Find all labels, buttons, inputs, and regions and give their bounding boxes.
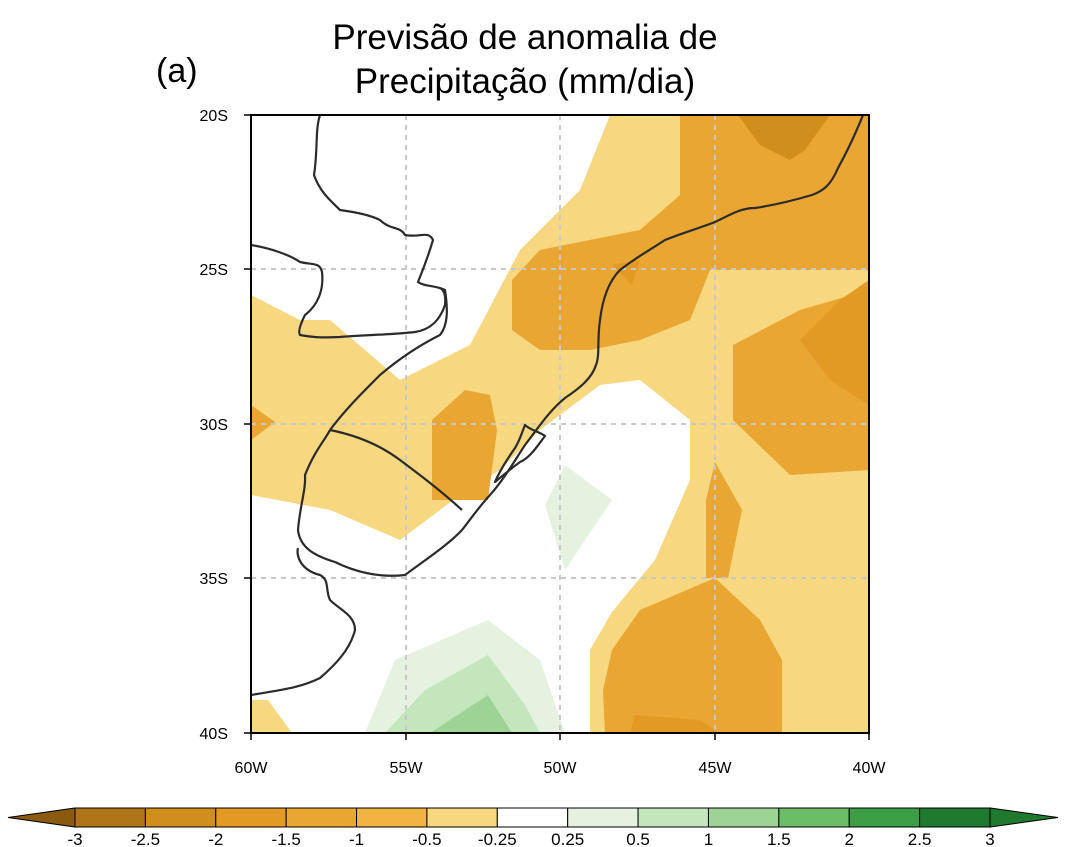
x-tick-labels: 60W 55W 50W 45W 40W: [235, 760, 887, 777]
colorbar-label: 1.5: [767, 830, 791, 847]
title-line-1: Previsão de anomalia de: [332, 18, 718, 57]
colorbar-arrow-right: [989, 807, 1059, 828]
x-tick-label: 50W: [544, 760, 578, 777]
colorbar-segment: [707, 807, 780, 828]
contour-dark-orange: [612, 260, 869, 733]
colorbar-label: -0.25: [478, 830, 517, 847]
y-tick-label: 20S: [200, 108, 228, 125]
colorbar-segment: [285, 807, 358, 828]
colorbar-label: 2: [844, 830, 853, 847]
colorbar-label: -3: [67, 830, 82, 847]
contour-deepest-orange: [738, 115, 830, 160]
contour-medium-orange: [251, 115, 869, 733]
map-plot-area: [251, 115, 869, 733]
colorbar: -3 -2.5 -2 -1.5 -1 -0.5 -0.25 0.25 0.5 1 1.5 2 2.5 3: [7, 807, 1059, 847]
colorbar-segment: [356, 807, 428, 828]
colorbar-label: 0.25: [551, 830, 584, 847]
colorbar-segment: [848, 807, 921, 828]
colorbar-segment: [778, 807, 850, 828]
colorbar-label: 2.5: [908, 830, 932, 847]
x-tick-label: 40W: [853, 760, 887, 777]
colorbar-label: 3: [985, 830, 994, 847]
colorbar-segment: [74, 807, 146, 828]
colorbar-segment: [426, 807, 498, 828]
colorbar-arrow-left: [7, 807, 76, 828]
colorbar-label: -2: [208, 830, 223, 847]
map-title: Previsão de anomalia de Precipitação (mm…: [250, 16, 800, 104]
colorbar-segment: [919, 807, 991, 828]
x-tick-label: 60W: [235, 760, 269, 777]
colorbar-label: -2.5: [131, 830, 160, 847]
y-tick-label: 35S: [200, 571, 228, 588]
colorbar-label: 0.5: [626, 830, 650, 847]
colorbar-segment: [215, 807, 287, 828]
x-tick-label: 45W: [699, 760, 733, 777]
x-tick-label: 55W: [390, 760, 424, 777]
colorbar-label: 1: [704, 830, 713, 847]
colorbar-segment: [496, 807, 569, 828]
colorbar-segment: [567, 807, 639, 828]
colorbar-segment: [144, 807, 217, 828]
contour-medium-green: [385, 655, 540, 733]
y-tick-label: 40S: [200, 726, 228, 743]
coastlines-borders: [251, 115, 865, 697]
panel-label: (a): [156, 52, 198, 90]
y-tick-label: 25S: [200, 262, 228, 279]
y-tick-label: 30S: [200, 417, 228, 434]
colorbar-segment: [637, 807, 709, 828]
axis-tick-marks: [244, 114, 870, 740]
y-tick-labels: 20S 25S 30S 35S 40S: [200, 108, 228, 743]
grid-lines: [251, 115, 869, 733]
colorbar-label: -0.5: [412, 830, 441, 847]
colorbar-label: -1: [349, 830, 364, 847]
contour-green: [430, 695, 512, 733]
colorbar-label: -1.5: [272, 830, 301, 847]
title-line-2: Precipitação (mm/dia): [354, 62, 696, 101]
